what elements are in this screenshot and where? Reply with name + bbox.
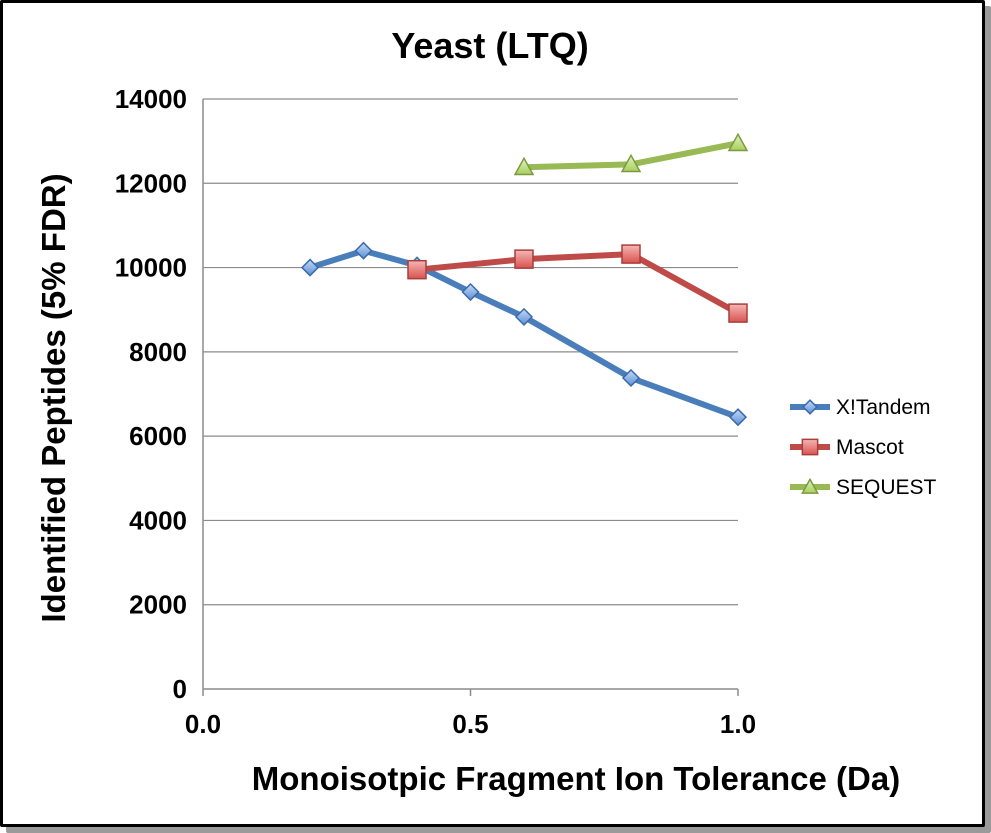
x-tick-label-2: 1.0 — [720, 709, 756, 739]
y-tick-label-0: 0 — [173, 674, 187, 704]
series-x-tandem — [300, 241, 748, 427]
y-axis-title: Identified Peptides (5% FDR) — [35, 173, 72, 622]
legend-marker-mascot — [801, 438, 819, 456]
y-tick-label-4000: 4000 — [129, 505, 187, 535]
legend-marker-x-tandem — [802, 399, 818, 415]
data-point-mascot-2 — [621, 244, 641, 264]
y-tick-label-12000: 12000 — [115, 168, 187, 198]
x-tick-labels: 0.0 0.5 1.0 — [185, 709, 756, 739]
y-tick-label-2000: 2000 — [129, 590, 187, 620]
data-point-mascot-1 — [514, 249, 534, 269]
data-point-sequest-1 — [620, 153, 642, 173]
legend-label-mascot: Mascot — [836, 436, 904, 459]
chart-title: Yeast (LTQ) — [391, 25, 588, 66]
axes — [202, 99, 739, 696]
data-point-x-tandem-1 — [354, 241, 373, 260]
legend-label-x-tandem: X!Tandem — [836, 396, 931, 419]
y-tick-label-6000: 6000 — [129, 421, 187, 451]
data-point-sequest-0 — [513, 156, 535, 176]
y-tick-label-10000: 10000 — [115, 253, 187, 283]
gridlines — [203, 98, 738, 606]
series-line-mascot — [414, 251, 741, 317]
data-point-mascot-3 — [728, 303, 748, 323]
data-point-sequest-2 — [727, 132, 749, 152]
legend: X!Tandem Mascot SEQUEST — [790, 396, 937, 499]
x-tick-label-0: 0.0 — [185, 709, 221, 739]
series-mascot — [407, 244, 748, 323]
y-tick-label-8000: 8000 — [129, 337, 187, 367]
data-point-x-tandem-4 — [514, 307, 534, 326]
legend-entry-mascot: Mascot — [790, 436, 904, 459]
legend-label-sequest: SEQUEST — [836, 476, 937, 499]
series-group — [300, 132, 749, 427]
legend-marker-sequest — [801, 477, 819, 494]
data-point-mascot-0 — [407, 259, 427, 280]
data-point-x-tandem-5 — [621, 368, 641, 388]
data-point-x-tandem-0 — [300, 258, 320, 277]
x-tick-label-1: 0.5 — [452, 709, 488, 739]
series-sequest — [513, 132, 749, 176]
y-tick-labels: 0 2000 4000 6000 8000 10000 12000 14000 — [115, 84, 187, 704]
data-point-x-tandem-6 — [728, 408, 748, 427]
legend-entry-sequest: SEQUEST — [790, 476, 937, 499]
legend-entry-x-tandem: X!Tandem — [790, 396, 931, 419]
data-point-x-tandem-3 — [461, 282, 480, 302]
x-axis-title: Monoisotpic Fragment Ion Tolerance (Da) — [252, 760, 900, 797]
y-tick-label-14000: 14000 — [115, 84, 187, 114]
